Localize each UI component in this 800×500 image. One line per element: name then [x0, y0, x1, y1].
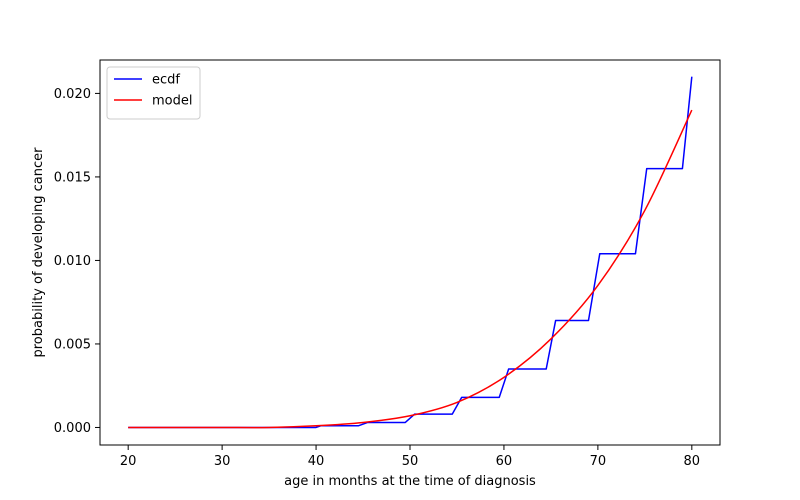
x-tick-label: 30 [214, 454, 231, 469]
x-tick-label: 80 [684, 454, 701, 469]
y-tick-label: 0.005 [54, 337, 91, 352]
legend: ecdf model [106, 66, 201, 120]
y-tick-label: 0.010 [54, 254, 91, 269]
x-axis-label: age in months at the time of diagnosis [284, 474, 536, 489]
x-axis-ticks: 20 30 40 50 60 70 80 [120, 445, 700, 469]
y-tick-label: 0.015 [54, 170, 91, 185]
y-tick-label: 0.020 [54, 87, 91, 102]
x-tick-label: 20 [120, 454, 137, 469]
x-tick-label: 40 [308, 454, 325, 469]
series-line-model [128, 109, 693, 429]
series-line-ecdf [128, 76, 693, 429]
y-axis-ticks: 0.000 0.005 0.010 0.015 0.020 [54, 87, 100, 436]
y-tick-label: 0.000 [54, 421, 91, 436]
legend-label-ecdf: ecdf [152, 73, 180, 88]
y-axis-label: probability of developing cancer [31, 147, 46, 358]
x-tick-label: 50 [402, 454, 419, 469]
legend-label-model: model [152, 94, 192, 109]
plot-content [128, 76, 693, 429]
legend-box [106, 66, 201, 120]
x-tick-label: 70 [590, 454, 607, 469]
x-tick-label: 60 [496, 454, 513, 469]
